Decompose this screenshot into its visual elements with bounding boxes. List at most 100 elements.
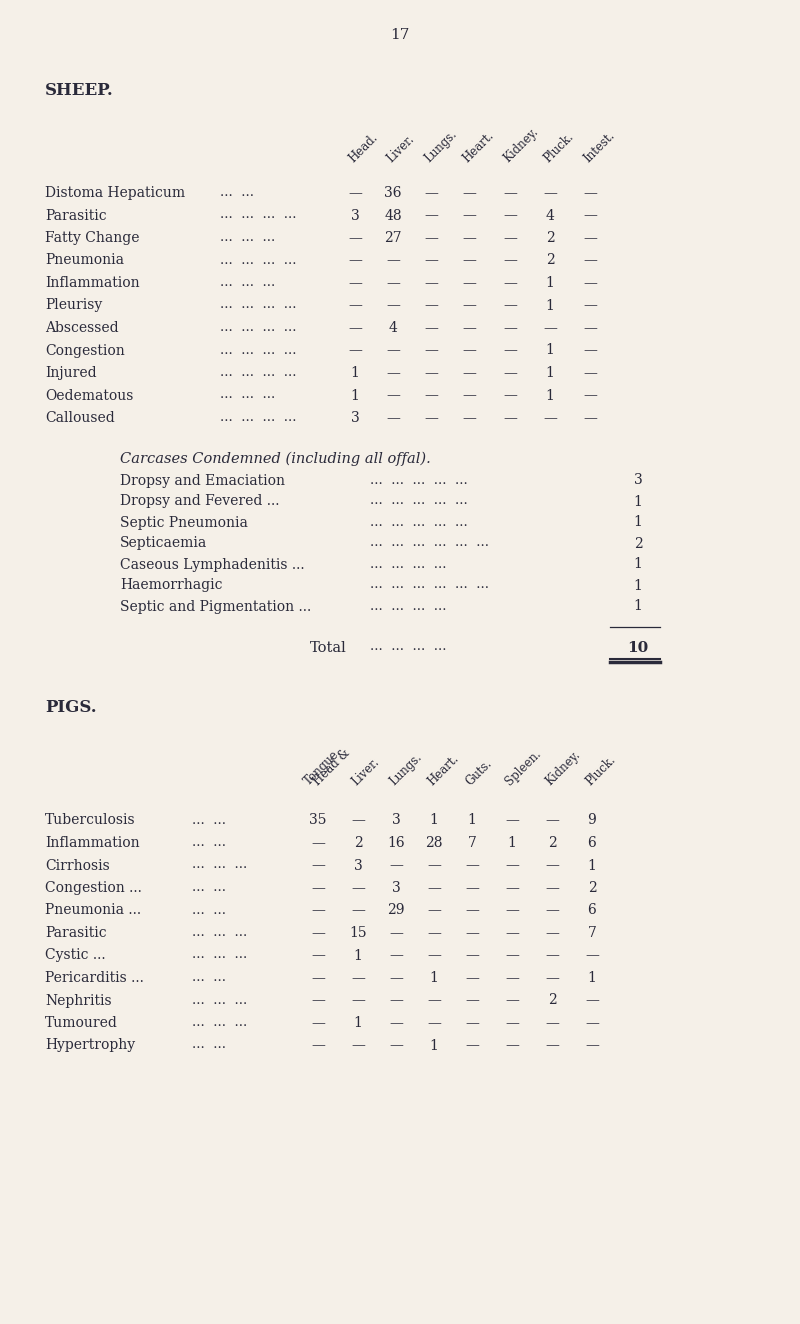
Text: ...  ...  ...: ... ... ... [192,925,247,939]
Text: ...  ...  ...: ... ... ... [220,275,275,289]
Text: ...  ...: ... ... [192,813,226,826]
Text: —: — [311,903,325,918]
Text: —: — [583,365,597,380]
Text: 6: 6 [588,835,596,850]
Text: ...  ...  ...  ...: ... ... ... ... [220,343,297,356]
Text: 2: 2 [548,993,556,1008]
Text: Pluck.: Pluck. [541,130,576,166]
Text: 16: 16 [387,835,405,850]
Text: ...  ...: ... ... [192,1038,226,1051]
Text: Pluck.: Pluck. [583,753,618,789]
Text: —: — [505,858,519,873]
Text: 35: 35 [310,813,326,828]
Text: 9: 9 [588,813,596,828]
Text: Nephritis: Nephritis [45,993,112,1008]
Text: 1: 1 [546,365,554,380]
Text: —: — [311,835,325,850]
Text: —: — [427,993,441,1008]
Text: 2: 2 [588,880,596,895]
Text: —: — [348,343,362,357]
Text: Intest.: Intest. [581,128,617,166]
Text: —: — [503,388,517,402]
Text: —: — [389,925,403,940]
Text: —: — [505,948,519,963]
Text: —: — [386,275,400,290]
Text: 1: 1 [354,1016,362,1030]
Text: —: — [348,275,362,290]
Text: —: — [585,1016,599,1030]
Text: Caseous Lymphadenitis ...: Caseous Lymphadenitis ... [120,557,305,572]
Text: —: — [424,320,438,335]
Text: —: — [465,948,479,963]
Text: —: — [505,880,519,895]
Text: Parasitic: Parasitic [45,208,106,222]
Text: Congestion: Congestion [45,343,125,357]
Text: ...  ...  ...  ...: ... ... ... ... [220,208,297,221]
Text: ...  ...  ...  ...  ...: ... ... ... ... ... [370,515,468,528]
Text: —: — [462,275,476,290]
Text: —: — [465,903,479,918]
Text: ...  ...  ...  ...: ... ... ... ... [220,298,297,311]
Text: —: — [386,253,400,267]
Text: —: — [427,1016,441,1030]
Text: —: — [424,365,438,380]
Text: —: — [545,858,559,873]
Text: 7: 7 [587,925,597,940]
Text: 3: 3 [634,474,642,487]
Text: —: — [348,253,362,267]
Text: —: — [545,813,559,828]
Text: Haemorrhagic: Haemorrhagic [120,579,222,593]
Text: —: — [583,410,597,425]
Text: 1: 1 [430,813,438,828]
Text: 1: 1 [430,970,438,985]
Text: Kidney.: Kidney. [501,124,541,166]
Text: —: — [585,1038,599,1053]
Text: —: — [427,880,441,895]
Text: —: — [427,903,441,918]
Text: —: — [503,275,517,290]
Text: —: — [543,410,557,425]
Text: 1: 1 [587,858,597,873]
Text: 1: 1 [634,494,642,508]
Text: 36: 36 [384,185,402,200]
Text: Tongue.: Tongue. [302,745,345,789]
Text: —: — [351,813,365,828]
Text: Fatty Change: Fatty Change [45,230,139,245]
Text: —: — [348,298,362,312]
Text: ...  ...  ...  ...  ...: ... ... ... ... ... [370,494,468,507]
Text: Pneumonia ...: Pneumonia ... [45,903,141,918]
Text: —: — [503,253,517,267]
Text: —: — [351,970,365,985]
Text: ...  ...  ...: ... ... ... [192,858,247,871]
Text: ...  ...  ...  ...  ...  ...: ... ... ... ... ... ... [370,536,489,549]
Text: 2: 2 [354,835,362,850]
Text: 1: 1 [634,557,642,572]
Text: Distoma Hepaticum: Distoma Hepaticum [45,185,185,200]
Text: Hypertrophy: Hypertrophy [45,1038,135,1053]
Text: —: — [386,410,400,425]
Text: —: — [427,948,441,963]
Text: —: — [545,903,559,918]
Text: —: — [583,388,597,402]
Text: 48: 48 [384,208,402,222]
Text: ...  ...: ... ... [192,880,226,894]
Text: ...  ...  ...: ... ... ... [220,388,275,401]
Text: —: — [505,1016,519,1030]
Text: 1: 1 [634,579,642,593]
Text: 29: 29 [387,903,405,918]
Text: Guts.: Guts. [463,757,494,789]
Text: ...  ...  ...  ...: ... ... ... ... [220,320,297,334]
Text: —: — [424,343,438,357]
Text: —: — [465,1016,479,1030]
Text: 2: 2 [548,835,556,850]
Text: 1: 1 [430,1038,438,1053]
Text: —: — [389,858,403,873]
Text: —: — [311,1016,325,1030]
Text: 3: 3 [350,410,359,425]
Text: Tuberculosis: Tuberculosis [45,813,136,828]
Text: 1: 1 [354,948,362,963]
Text: PIGS.: PIGS. [45,699,97,715]
Text: —: — [424,230,438,245]
Text: Head &: Head & [311,747,353,789]
Text: —: — [503,343,517,357]
